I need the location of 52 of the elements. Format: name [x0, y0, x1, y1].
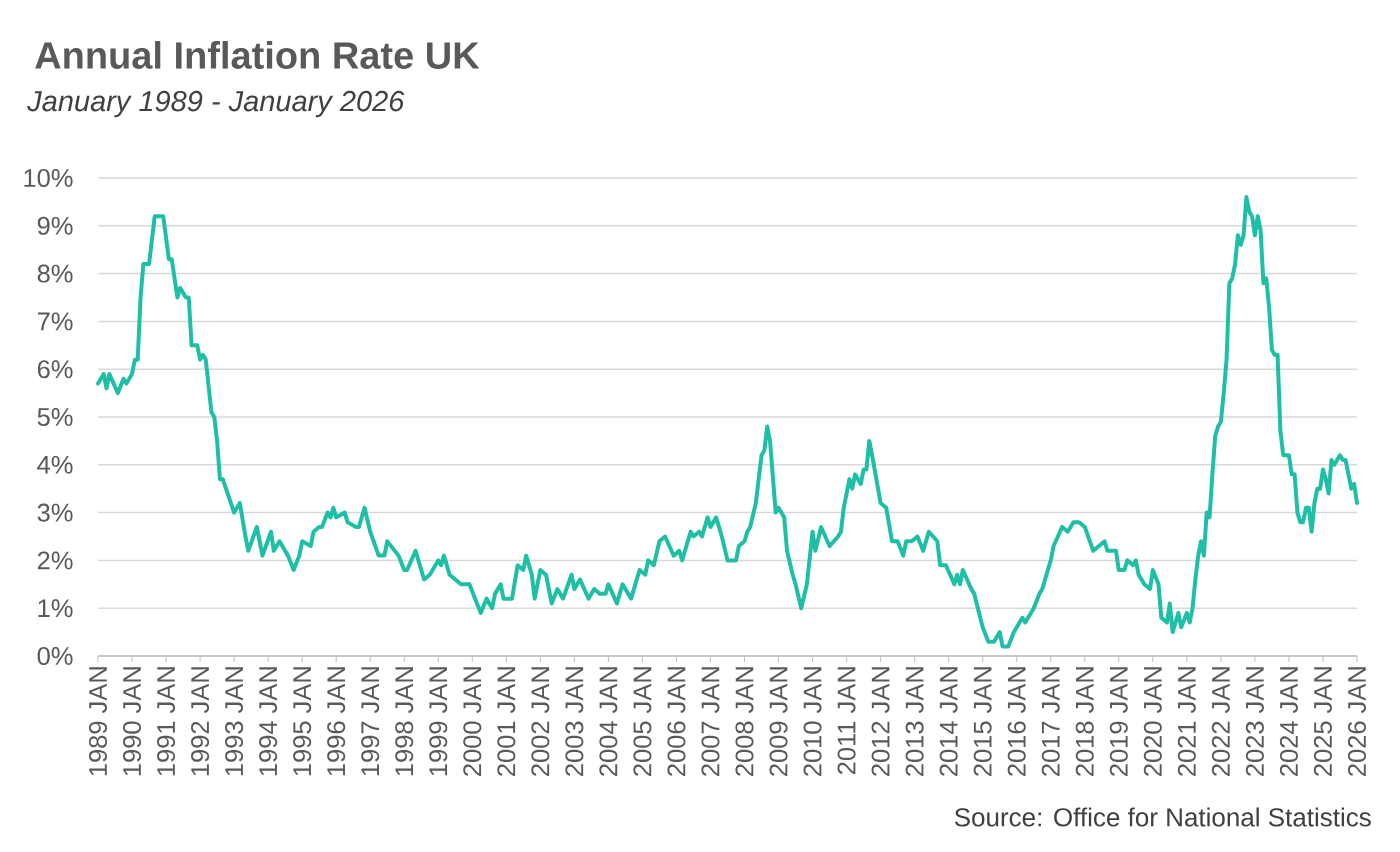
y-tick-label: 0% — [37, 646, 73, 666]
x-tick-label: 2012 JAN — [871, 667, 890, 776]
x-tick-label: 2018 JAN — [1075, 667, 1094, 776]
x-tick-label: 2011 JAN — [837, 667, 856, 775]
y-tick-label: 2% — [37, 551, 73, 570]
x-tick-label: 2007 JAN — [701, 667, 720, 776]
source-note: Source: Office for National Statistics — [954, 807, 1371, 827]
x-tick-label: 1994 JAN — [259, 667, 278, 776]
x-tick-label: 2004 JAN — [599, 667, 618, 776]
x-tick-label: 1989 JAN — [88, 667, 108, 776]
x-tick-label: 2025 JAN — [1313, 667, 1332, 776]
x-tick-label: 2002 JAN — [531, 667, 550, 776]
x-tick-label: 2024 JAN — [1279, 667, 1298, 776]
x-tick-label: 1992 JAN — [191, 667, 210, 776]
x-tick-label: 2009 JAN — [769, 667, 788, 776]
x-tick-label: 1998 JAN — [395, 667, 414, 776]
y-tick-label: 4% — [37, 455, 73, 474]
x-tick-label: 2023 JAN — [1245, 667, 1264, 776]
y-tick-label: 7% — [37, 312, 73, 331]
x-tick-label: 1993 JAN — [225, 667, 244, 776]
chart-subtitle: January 1989 - January 2026 — [27, 90, 405, 118]
x-tick-label: 2016 JAN — [1007, 667, 1026, 776]
x-tick-label: 1995 JAN — [293, 667, 312, 776]
x-tick-label: 1991 JAN — [157, 667, 176, 776]
x-tick-label: 1990 JAN — [123, 667, 142, 776]
x-tick-label: 1997 JAN — [361, 667, 380, 776]
chart-title: Annual Inflation Rate UK — [35, 41, 480, 69]
x-tick-label: 2000 JAN — [463, 667, 482, 776]
y-tick-label: 8% — [37, 264, 73, 283]
x-tick-label: 2021 JAN — [1177, 667, 1196, 776]
y-tick-label: 10% — [24, 168, 73, 188]
y-tick-label: 6% — [37, 360, 73, 379]
y-tick-label: 9% — [37, 216, 73, 235]
x-tick-label: 2013 JAN — [905, 667, 924, 776]
x-tick-label: 2026 JAN — [1347, 667, 1367, 776]
x-tick-label: 2001 JAN — [497, 667, 516, 776]
x-tick-label: 2017 JAN — [1041, 667, 1060, 776]
y-tick-label: 5% — [37, 408, 73, 426]
x-tick-label: 1999 JAN — [429, 667, 448, 776]
x-tick-label: 2015 JAN — [973, 667, 992, 776]
x-tick-label: 2014 JAN — [939, 667, 958, 776]
x-tick-label: 2019 JAN — [1109, 667, 1128, 776]
y-tick-label: 1% — [38, 599, 73, 618]
x-tick-label: 1996 JAN — [327, 667, 346, 776]
x-tick-label: 2022 JAN — [1211, 667, 1230, 776]
x-tick-label: 2008 JAN — [735, 667, 754, 776]
x-tick-label: 2010 JAN — [803, 667, 822, 776]
x-tick-label: 2020 JAN — [1143, 667, 1162, 776]
y-tick-label: 3% — [37, 503, 73, 522]
x-tick-label: 2005 JAN — [633, 667, 652, 776]
x-tick-label: 2006 JAN — [667, 667, 686, 776]
x-tick-label: 2003 JAN — [565, 667, 584, 776]
